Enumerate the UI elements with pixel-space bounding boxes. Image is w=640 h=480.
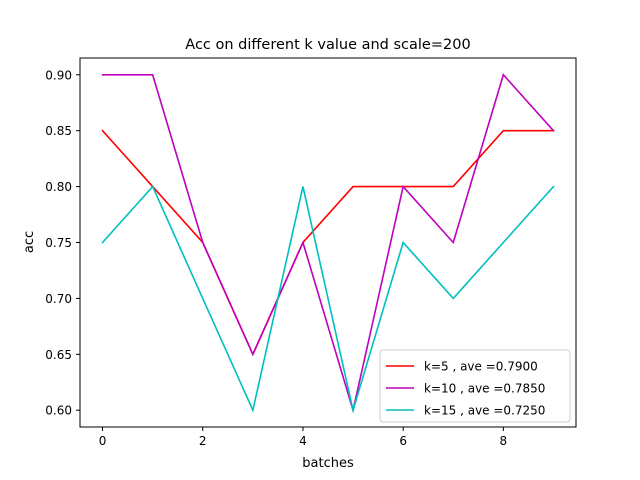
y-tick-label: 0.80 bbox=[45, 180, 72, 194]
chart-title: Acc on different k value and scale=200 bbox=[185, 37, 470, 53]
legend-label: k=5 , ave =0.7900 bbox=[424, 360, 538, 374]
y-tick-label: 0.85 bbox=[45, 124, 72, 138]
x-tick-label: 6 bbox=[399, 434, 407, 448]
x-tick-label: 2 bbox=[199, 434, 207, 448]
legend-label: k=10 , ave =0.7850 bbox=[424, 382, 545, 396]
series-line-3 bbox=[101, 185, 555, 414]
y-tick-label: 0.70 bbox=[45, 292, 72, 306]
y-tick-label: 0.65 bbox=[45, 348, 72, 362]
legend-label: k=15 , ave =0.7250 bbox=[424, 404, 545, 418]
x-axis-label: batches bbox=[302, 456, 354, 471]
x-tick-label: 4 bbox=[299, 434, 307, 448]
y-tick-label: 0.90 bbox=[45, 68, 72, 82]
y-tick-label: 0.60 bbox=[45, 404, 72, 418]
y-tick-label: 0.75 bbox=[45, 236, 72, 250]
series-line-2 bbox=[101, 73, 555, 414]
plot-lines bbox=[101, 73, 555, 414]
x-tick-label: 0 bbox=[99, 434, 107, 448]
y-axis: 0.60 0.65 0.70 0.75 0.80 0.85 0.90 bbox=[45, 68, 80, 418]
x-axis: 0 2 4 6 8 bbox=[99, 427, 507, 448]
x-tick-label: 8 bbox=[500, 434, 508, 448]
legend: k=5 , ave =0.7900 k=10 , ave =0.7850 k=15 … bbox=[379, 349, 571, 423]
y-axis-label: acc bbox=[22, 231, 37, 253]
legend-box bbox=[379, 349, 571, 423]
